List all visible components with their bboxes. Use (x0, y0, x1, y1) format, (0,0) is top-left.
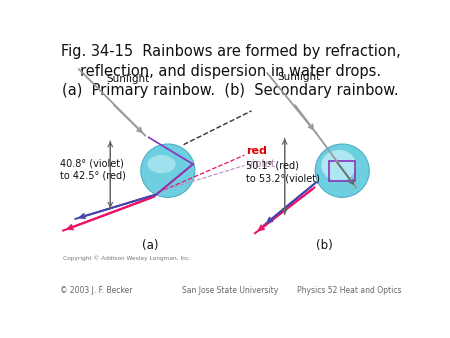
Text: red: red (246, 146, 267, 156)
Ellipse shape (141, 144, 195, 197)
Ellipse shape (321, 150, 356, 181)
Text: © 2003 J. F. Becker: © 2003 J. F. Becker (60, 286, 132, 295)
Text: violet: violet (246, 159, 275, 169)
Bar (329, 161, 356, 180)
Text: Physics 52 Heat and Optics: Physics 52 Heat and Optics (297, 286, 401, 295)
Text: Fig. 34-15  Rainbows are formed by refraction,
reflection, and dispersion in wat: Fig. 34-15 Rainbows are formed by refrac… (61, 45, 400, 98)
Text: San Jose State University: San Jose State University (183, 286, 279, 295)
Text: Copyright © Addison Wesley Longman, Inc.: Copyright © Addison Wesley Longman, Inc. (63, 256, 191, 262)
Ellipse shape (315, 144, 369, 197)
Ellipse shape (148, 155, 176, 173)
Text: Sunlight: Sunlight (278, 72, 321, 81)
Text: (a): (a) (142, 239, 159, 252)
Text: (b): (b) (316, 239, 333, 252)
Text: Sunlight: Sunlight (107, 74, 150, 84)
Text: 40.8° (violet)
to 42.5° (red): 40.8° (violet) to 42.5° (red) (60, 158, 126, 180)
Text: 50.1° (red)
to 53.2°(violet): 50.1° (red) to 53.2°(violet) (246, 161, 320, 183)
